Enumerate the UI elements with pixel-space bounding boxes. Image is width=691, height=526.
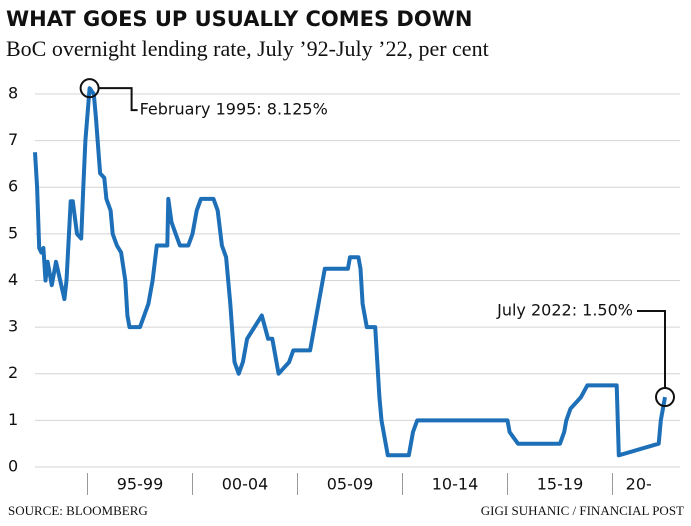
chart-title: WHAT GOES UP USUALLY COMES DOWN	[6, 7, 472, 31]
callout-line	[637, 310, 666, 389]
y-tick-label: 5	[8, 223, 18, 242]
annotation-label: February 1995: 8.125%	[140, 100, 328, 119]
chart-subtitle: BoC overnight lending rate, July ’92-Jul…	[6, 36, 489, 61]
x-tick-label: 20-	[626, 475, 652, 494]
x-tick-label: 10-14	[432, 475, 479, 494]
x-tick-label: 95-99	[117, 475, 164, 494]
annotation-label: July 2022: 1.50%	[496, 301, 633, 320]
x-tick-label: 15-19	[537, 475, 584, 494]
y-tick-label: 6	[8, 177, 18, 196]
x-tick-label: 00-04	[222, 475, 269, 494]
source: SOURCE: BLOOMBERG	[8, 503, 148, 518]
y-tick-label: 4	[8, 270, 18, 289]
y-tick-label: 8	[8, 83, 18, 102]
rate-line	[33, 86, 667, 458]
y-tick-label: 3	[8, 317, 18, 336]
y-tick-label: 2	[8, 363, 18, 382]
x-tick-label: 05-09	[327, 475, 374, 494]
callout-line	[98, 87, 138, 112]
y-tick-label: 0	[8, 457, 18, 476]
credit: GIGI SUHANIC / FINANCIAL POST	[481, 503, 684, 518]
y-tick-label: 7	[8, 130, 18, 149]
y-tick-label: 1	[8, 410, 18, 429]
